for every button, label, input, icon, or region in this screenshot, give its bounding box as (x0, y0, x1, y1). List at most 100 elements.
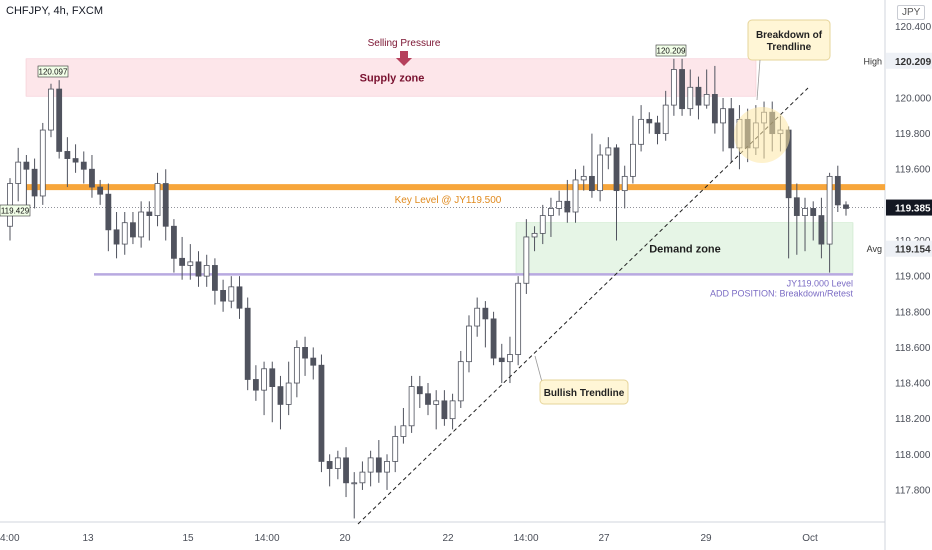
candle[interactable] (187, 244, 194, 280)
candle[interactable] (334, 450, 341, 480)
candle[interactable] (31, 158, 38, 209)
candle[interactable] (810, 201, 817, 241)
candle[interactable] (162, 169, 169, 241)
candle[interactable] (269, 361, 276, 423)
candle[interactable] (64, 137, 71, 188)
candle[interactable] (646, 112, 653, 134)
candle[interactable] (138, 201, 145, 248)
candle[interactable] (113, 212, 120, 259)
candle[interactable] (818, 197, 825, 259)
candle[interactable] (720, 97, 726, 152)
candle[interactable] (482, 301, 489, 348)
candle[interactable] (695, 76, 702, 120)
candle[interactable] (457, 350, 464, 408)
bear-candle-body (302, 347, 308, 359)
candle[interactable] (15, 147, 22, 202)
candle[interactable] (408, 375, 415, 433)
candle[interactable] (654, 115, 661, 145)
currency-button[interactable]: JPY (897, 5, 926, 20)
candle[interactable] (236, 276, 243, 319)
candle[interactable] (285, 361, 292, 416)
candle[interactable] (843, 201, 849, 216)
candle[interactable] (392, 425, 399, 473)
candle[interactable] (293, 340, 300, 398)
candle[interactable] (367, 450, 374, 487)
candle[interactable] (80, 151, 87, 184)
candle[interactable] (261, 361, 267, 416)
candle[interactable] (203, 254, 210, 287)
candle[interactable] (212, 258, 218, 305)
candle[interactable] (72, 144, 79, 173)
time-axis[interactable]: 14:00 13 15 14:00 20 22 14:00 27 29 Oct (0, 533, 818, 544)
candle[interactable] (449, 393, 456, 430)
candle[interactable] (711, 65, 718, 134)
candle[interactable] (490, 311, 497, 366)
candle[interactable] (130, 212, 136, 245)
candle[interactable] (252, 365, 259, 401)
candle[interactable] (687, 69, 694, 116)
candle[interactable] (826, 172, 833, 273)
candle[interactable] (662, 90, 669, 141)
candle[interactable] (523, 219, 530, 294)
candle[interactable] (39, 122, 46, 205)
candle[interactable] (179, 236, 186, 280)
candle[interactable] (539, 204, 546, 245)
candle[interactable] (228, 276, 235, 309)
candle[interactable] (416, 375, 423, 408)
candle[interactable] (318, 354, 325, 473)
candle[interactable] (703, 69, 710, 109)
candle[interactable] (531, 226, 538, 252)
candle[interactable] (793, 183, 800, 255)
candle[interactable] (48, 83, 54, 138)
candle[interactable] (556, 190, 563, 216)
candle[interactable] (302, 336, 308, 376)
candle[interactable] (597, 144, 604, 202)
candle[interactable] (146, 201, 153, 241)
candle[interactable] (572, 169, 579, 223)
candle[interactable] (244, 297, 251, 391)
candle[interactable] (466, 315, 472, 373)
candle[interactable] (834, 165, 841, 213)
candle[interactable] (97, 179, 104, 205)
candle[interactable] (605, 137, 612, 170)
candle[interactable] (474, 297, 481, 337)
candle[interactable] (310, 347, 317, 380)
candle[interactable] (105, 183, 112, 252)
candle[interactable] (326, 454, 333, 487)
candle[interactable] (548, 197, 554, 237)
candle[interactable] (433, 390, 440, 430)
candle[interactable] (679, 58, 685, 116)
candle[interactable] (343, 447, 349, 498)
candle[interactable] (121, 212, 128, 255)
candle[interactable] (728, 97, 735, 163)
candle[interactable] (507, 336, 513, 384)
candle[interactable] (171, 219, 177, 273)
candle[interactable] (400, 407, 407, 444)
candle[interactable] (89, 154, 95, 198)
candle[interactable] (515, 276, 522, 366)
candle[interactable] (23, 154, 30, 205)
candle[interactable] (375, 440, 382, 483)
candle[interactable] (220, 279, 226, 312)
candle[interactable] (589, 133, 595, 198)
candle[interactable] (441, 390, 448, 426)
candle[interactable] (154, 172, 161, 227)
candle[interactable] (56, 80, 63, 159)
candle[interactable] (613, 144, 620, 241)
candle[interactable] (630, 115, 636, 184)
candle[interactable] (564, 179, 571, 223)
candle[interactable] (195, 251, 202, 287)
candle[interactable] (638, 105, 644, 152)
candle[interactable] (277, 375, 284, 430)
candle[interactable] (425, 383, 431, 416)
candle[interactable] (498, 343, 505, 384)
candle[interactable] (351, 472, 358, 519)
candle[interactable] (670, 58, 677, 116)
candle[interactable] (359, 461, 366, 490)
candle[interactable] (580, 165, 587, 191)
candle[interactable] (802, 197, 808, 252)
candle[interactable] (621, 165, 628, 209)
candle[interactable] (384, 454, 390, 490)
price-axis[interactable]: 117.800 118.000 118.200 118.400 118.600 118.8… (863, 22, 932, 496)
